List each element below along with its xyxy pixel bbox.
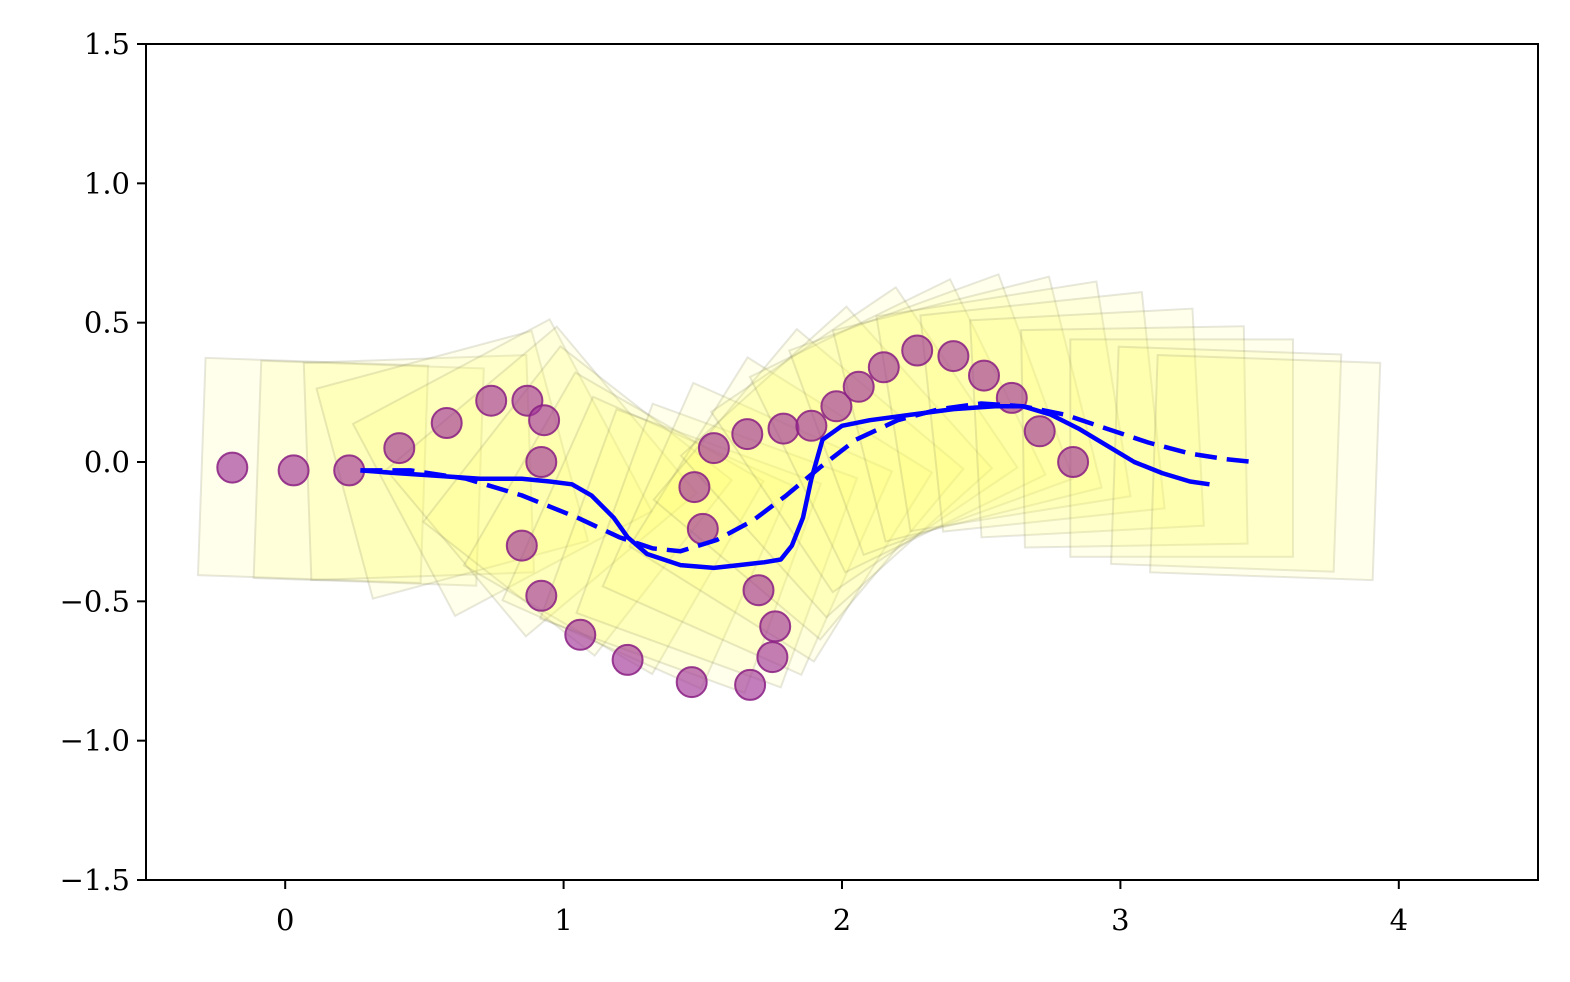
y-tick-label: 0.5 (84, 306, 130, 340)
x-tick-label: 4 (1390, 903, 1408, 937)
scatter-point (675, 666, 708, 699)
line-layer (360, 401, 1255, 571)
plot-area (146, 44, 1538, 880)
scatter-point (678, 471, 711, 504)
scatter-point (1023, 415, 1056, 448)
scatter-point (901, 334, 934, 367)
scatter-point (277, 454, 310, 487)
y-tick-label: 1.0 (84, 166, 130, 200)
x-tick-label: 3 (1111, 903, 1129, 937)
pose-box (351, 318, 654, 618)
pose-box (421, 344, 734, 658)
scatter-point (216, 451, 249, 484)
y-axis: 1.5 1.0 0.5 0.0 −0.5 −1.0 −1.5 (60, 27, 146, 897)
scatter-point (383, 432, 416, 465)
scatter-point (475, 384, 508, 417)
scatter-point (795, 409, 828, 442)
scatter-point (756, 641, 789, 674)
scatter-point (968, 359, 1000, 392)
solid-line (360, 404, 1210, 571)
y-tick-label: −1.5 (60, 863, 130, 897)
scatter-point (505, 529, 538, 562)
dashed-line (360, 401, 1255, 554)
scatter-point (525, 446, 558, 478)
scatter-point (742, 574, 775, 607)
x-tick-label: 1 (554, 903, 572, 937)
pose-box-layer (196, 273, 1382, 695)
y-tick-label: −1.0 (60, 724, 130, 758)
scatter-point (867, 351, 900, 384)
x-axis: 0 1 2 3 4 (276, 880, 1408, 937)
y-tick-label: 0.0 (84, 445, 130, 479)
y-tick-label: 1.5 (84, 27, 130, 61)
scatter-point (525, 579, 558, 612)
scatter-point (528, 404, 561, 437)
pose-box (787, 273, 1075, 557)
scatter-point (430, 407, 463, 439)
scatter-point (820, 390, 853, 423)
scatter-point (759, 610, 792, 643)
y-tick-label: −0.5 (60, 584, 130, 618)
scatter-point (842, 370, 875, 403)
scatter-point (734, 668, 767, 701)
pose-box (1110, 345, 1343, 573)
scatter-point (611, 643, 644, 676)
scatter-point (1057, 446, 1090, 478)
x-tick-label: 0 (276, 903, 294, 937)
scatter-point (767, 412, 800, 445)
scatter-point-layer (216, 334, 1090, 701)
scatter-point (333, 454, 366, 487)
pose-box (679, 305, 994, 619)
x-tick-label: 2 (833, 903, 851, 937)
pose-box (1149, 354, 1382, 582)
scatter-point (937, 340, 970, 373)
scatter-point (697, 432, 730, 465)
scatter-point (731, 418, 764, 451)
scatter-point (564, 618, 597, 651)
